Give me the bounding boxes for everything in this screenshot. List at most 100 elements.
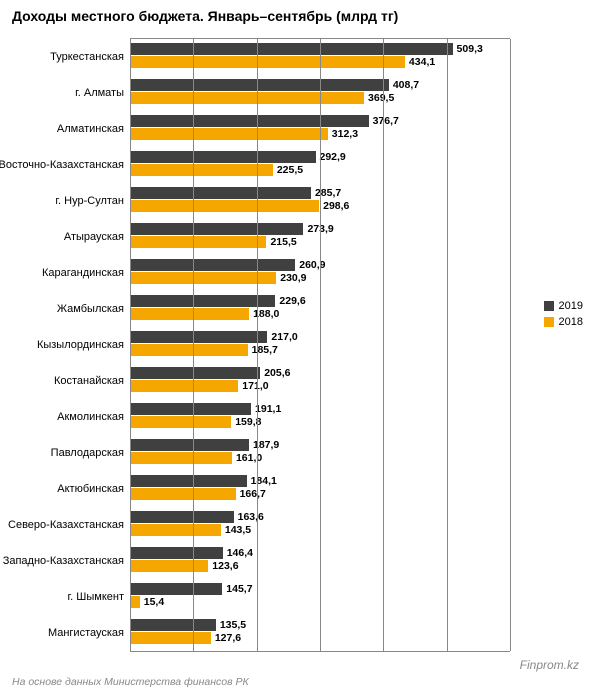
gridline	[320, 39, 321, 651]
bar-value-label: 230,9	[280, 272, 306, 284]
bar-value-label: 145,7	[226, 583, 252, 595]
gridline	[193, 39, 194, 651]
bar: 191,1	[130, 403, 251, 415]
category-label: Костанайская	[54, 375, 124, 387]
legend-label: 2018	[559, 316, 583, 328]
bar: 312,3	[130, 128, 328, 140]
category-label: Акмолинская	[57, 411, 124, 423]
bar-value-label: 163,6	[238, 511, 264, 523]
bar-value-label: 127,6	[215, 632, 241, 644]
bar: 145,7	[130, 583, 222, 595]
bar: 369,5	[130, 92, 364, 104]
bar: 509,3	[130, 43, 453, 55]
bar: 188,0	[130, 308, 249, 320]
category-label: г. Шымкент	[68, 591, 125, 603]
bar: 163,6	[130, 511, 234, 523]
bar: 127,6	[130, 632, 211, 644]
legend: 2019 2018	[544, 300, 583, 332]
legend-swatch	[544, 317, 554, 327]
bar-value-label: 509,3	[457, 43, 483, 55]
category-label: Туркестанская	[50, 51, 124, 63]
bar-value-label: 434,1	[409, 56, 435, 68]
bar-value-label: 15,4	[144, 596, 164, 608]
legend-swatch	[544, 301, 554, 311]
gridline	[257, 39, 258, 651]
chart-title: Доходы местного бюджета. Январь–сентябрь…	[12, 8, 398, 24]
bar-value-label: 184,1	[251, 475, 277, 487]
legend-item: 2019	[544, 300, 583, 312]
bar: 187,9	[130, 439, 249, 451]
category-label: г. Нур-Султан	[55, 195, 124, 207]
bar-value-label: 285,7	[315, 187, 341, 199]
bar: 434,1	[130, 56, 405, 68]
bar-value-label: 298,6	[323, 200, 349, 212]
bar-value-label: 135,5	[220, 619, 246, 631]
bar: 292,9	[130, 151, 316, 163]
bar-value-label: 260,9	[299, 259, 325, 271]
bar-value-label: 376,7	[373, 115, 399, 127]
bar: 159,8	[130, 416, 231, 428]
category-label: Восточно-Казахстанская	[0, 159, 124, 171]
bar-value-label: 312,3	[332, 128, 358, 140]
category-label: Западно-Казахстанская	[3, 555, 124, 567]
bar: 225,5	[130, 164, 273, 176]
bar: 143,5	[130, 524, 221, 536]
bar: 230,9	[130, 272, 276, 284]
bar-value-label: 171,0	[242, 380, 268, 392]
gridline	[447, 39, 448, 651]
bar-value-label: 225,5	[277, 164, 303, 176]
bar: 229,6	[130, 295, 275, 307]
bar: 135,5	[130, 619, 216, 631]
category-label: Мангистауская	[48, 627, 124, 639]
chart-canvas: Доходы местного бюджета. Январь–сентябрь…	[0, 0, 591, 694]
bar-value-label: 215,5	[270, 236, 296, 248]
bar-value-label: 185,7	[252, 344, 278, 356]
bar-value-label: 143,5	[225, 524, 251, 536]
bar: 185,7	[130, 344, 248, 356]
bar: 298,6	[130, 200, 319, 212]
category-label: Алматинская	[57, 123, 124, 135]
gridline	[510, 39, 511, 651]
bar: 184,1	[130, 475, 247, 487]
category-label: Северо-Казахстанская	[8, 519, 124, 531]
bar-value-label: 408,7	[393, 79, 419, 91]
bar: 217,0	[130, 331, 267, 343]
bar-value-label: 191,1	[255, 403, 281, 415]
bar-value-label: 217,0	[271, 331, 297, 343]
bar: 376,7	[130, 115, 369, 127]
gridline	[130, 39, 131, 651]
bar-value-label: 369,5	[368, 92, 394, 104]
bar: 15,4	[130, 596, 140, 608]
category-label: Актюбинская	[57, 483, 124, 495]
bar-value-label: 123,6	[212, 560, 238, 572]
category-label: Жамбылская	[57, 303, 124, 315]
bar: 123,6	[130, 560, 208, 572]
bar-value-label: 292,9	[320, 151, 346, 163]
legend-label: 2019	[559, 300, 583, 312]
category-label: Атырауская	[64, 231, 124, 243]
bar-value-label: 166,7	[240, 488, 266, 500]
bar: 166,7	[130, 488, 236, 500]
category-label: г. Алматы	[75, 87, 124, 99]
bar: 408,7	[130, 79, 389, 91]
bar: 285,7	[130, 187, 311, 199]
category-label: Павлодарская	[51, 447, 124, 459]
plot-area: Туркестанская509,3434,1г. Алматы408,7369…	[130, 38, 510, 652]
bar-value-label: 146,4	[227, 547, 253, 559]
legend-item: 2018	[544, 316, 583, 328]
bar: 205,6	[130, 367, 260, 379]
category-label: Карагандинская	[42, 267, 124, 279]
bar: 273,9	[130, 223, 303, 235]
category-label: Кызылординская	[37, 339, 124, 351]
bar: 146,4	[130, 547, 223, 559]
bar-value-label: 229,6	[279, 295, 305, 307]
bar-value-label: 161,0	[236, 452, 262, 464]
bar: 215,5	[130, 236, 266, 248]
bar-value-label: 205,6	[264, 367, 290, 379]
source-note: На основе данных Министерства финансов Р…	[12, 676, 249, 688]
gridline	[383, 39, 384, 651]
bar: 161,0	[130, 452, 232, 464]
bar: 171,0	[130, 380, 238, 392]
bar: 260,9	[130, 259, 295, 271]
credit-text: Finprom.kz	[520, 658, 579, 672]
